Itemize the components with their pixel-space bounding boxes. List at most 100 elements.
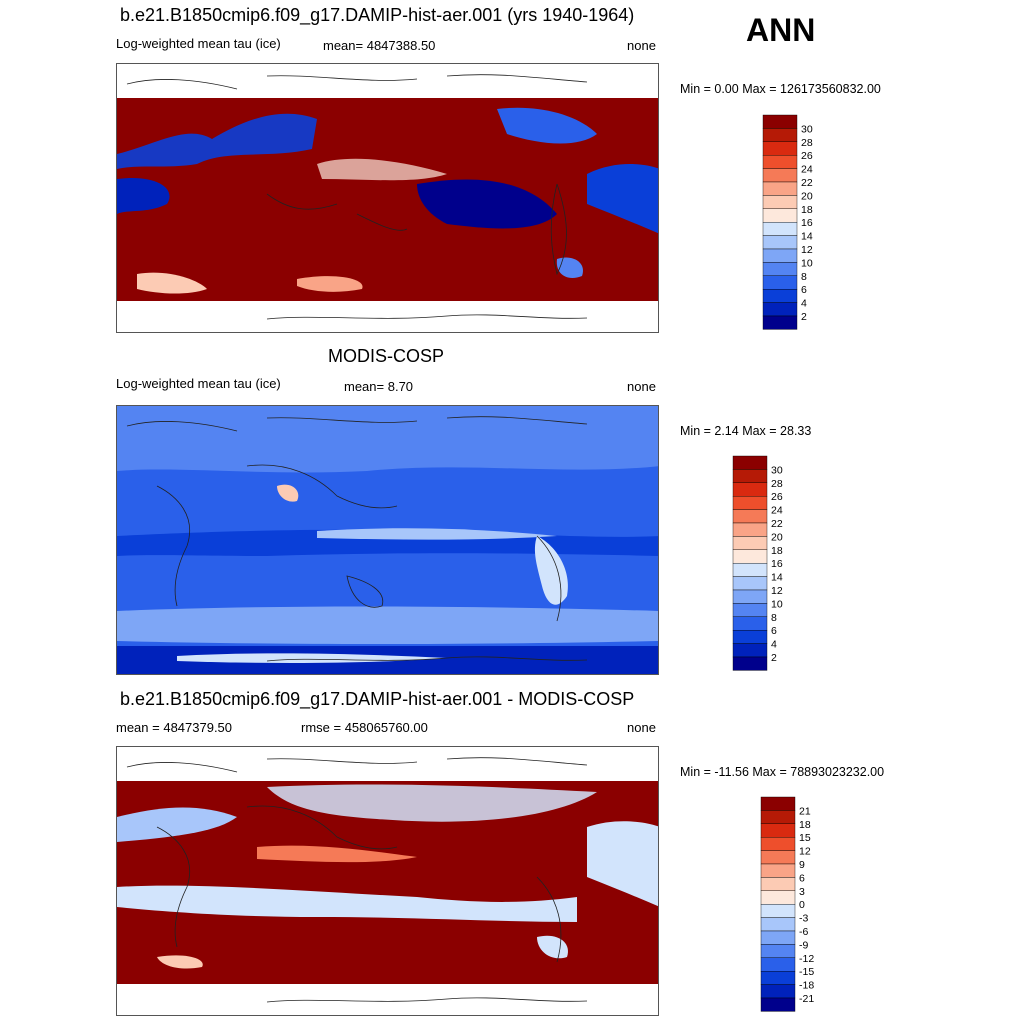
panel3-colorbar: 21 18 15 12 9 6 3 0 -3 -6 -9 -12 -15 -18 -21 (760, 796, 821, 1012)
colorbar-tick-label: 4 (801, 298, 807, 310)
colorbar-swatch (732, 589, 768, 604)
colorbar-swatch (732, 469, 768, 483)
panel1-title: b.e21.B1850cmip6.f09_g17.DAMIP-hist-aer.… (120, 5, 635, 25)
colorbar-tick-label: 26 (771, 491, 783, 503)
colorbar-swatch (732, 482, 768, 497)
colorbar-swatch (732, 616, 768, 631)
colorbar-tick-label: 6 (771, 625, 777, 637)
colorbar-swatch (760, 957, 796, 972)
panel1-blue-region-atlantic (117, 178, 170, 214)
colorbar-tick-label: 6 (799, 872, 805, 884)
panel3-rmse-label: rmse = 458065760.00 (301, 720, 428, 735)
panel2-units-label: none (627, 379, 656, 394)
colorbar-tick-label: 15 (799, 832, 811, 844)
colorbar-swatch (732, 522, 768, 537)
colorbar-tick-label: 12 (799, 846, 811, 858)
panel1-blue-region-pacific (417, 179, 557, 229)
colorbar-swatch (760, 837, 796, 851)
colorbar-tick-label: 9 (799, 859, 805, 871)
colorbar-swatch (762, 155, 798, 169)
colorbar-tick-label: 30 (771, 464, 783, 476)
panel3-title: b.e21.B1850cmip6.f09_g17.DAMIP-hist-aer.… (120, 689, 635, 709)
panel3-light-region-east (587, 821, 658, 907)
colorbar-tick-label: 10 (771, 598, 783, 610)
colorbar-swatch (732, 509, 768, 524)
colorbar-tick-label: 0 (799, 899, 805, 911)
colorbar-tick-label: 10 (801, 257, 813, 269)
colorbar-tick-label: -3 (799, 913, 808, 925)
colorbar-tick-label: 4 (771, 639, 777, 651)
colorbar-swatch (760, 877, 796, 892)
panel3-light-region-arctic (267, 784, 597, 822)
colorbar-swatch (762, 114, 798, 129)
colorbar-swatch (762, 221, 798, 236)
panel2-coastlines (126, 416, 588, 662)
colorbar-tick-label: 28 (801, 137, 813, 149)
colorbar-swatch (732, 643, 768, 658)
colorbar-swatch (760, 903, 796, 918)
panel3-units-label: none (627, 720, 656, 735)
colorbar-swatch (762, 141, 798, 156)
colorbar-swatch (762, 195, 798, 210)
colorbar-tick-label: 18 (771, 545, 783, 557)
colorbar-swatch (732, 549, 768, 564)
colorbar-tick-label: 3 (799, 886, 805, 898)
colorbar-tick-label: 26 (801, 150, 813, 162)
colorbar-tick-label: -18 (799, 980, 814, 992)
colorbar-tick-label: 6 (801, 284, 807, 296)
colorbar-tick-label: 18 (801, 204, 813, 216)
colorbar-swatch (732, 603, 768, 617)
colorbar-swatch (732, 455, 768, 470)
colorbar-swatch (762, 181, 798, 196)
colorbar-tick-label: 21 (799, 805, 811, 817)
panel2-map (116, 405, 659, 675)
colorbar-tick-label: 18 (799, 819, 811, 831)
colorbar-swatch (760, 823, 796, 838)
colorbar-tick-label: 16 (801, 217, 813, 229)
colorbar-tick-label: 22 (801, 177, 813, 189)
colorbar-swatch (762, 128, 798, 142)
panel3-orange-band (257, 845, 417, 863)
panel2-variable-label: Log-weighted mean tau (ice) (116, 376, 281, 391)
colorbar-swatch (762, 262, 798, 276)
panel3-mean-label: mean = 4847379.50 (116, 720, 233, 735)
colorbar-tick-label: 2 (771, 652, 777, 664)
colorbar-tick-label: 14 (801, 231, 813, 243)
colorbar-tick-label: 8 (801, 271, 807, 283)
colorbar-tick-label: 12 (771, 585, 783, 597)
colorbar-tick-label: -6 (799, 926, 808, 938)
colorbar-swatch (760, 850, 796, 865)
colorbar-tick-label: -12 (799, 953, 814, 965)
colorbar-tick-label: 14 (771, 572, 783, 584)
colorbar-tick-label: 2 (801, 311, 807, 323)
colorbar-tick-label: 16 (771, 558, 783, 570)
panel2-minmax: Min = 2.14 Max = 28.33 (680, 424, 812, 438)
colorbar-swatch (760, 890, 796, 905)
colorbar-swatch (760, 917, 796, 932)
colorbar-swatch (760, 970, 796, 985)
colorbar-swatch (760, 930, 796, 945)
panel2-colorbar: 30 28 26 24 22 20 18 16 14 12 10 8 6 4 2 (732, 455, 793, 671)
colorbar-swatch (732, 496, 768, 510)
panel1-units-label: none (627, 38, 656, 53)
panel1-light-patch-south (137, 272, 207, 294)
colorbar-swatch (762, 275, 798, 290)
panel2-asia-highlight (277, 484, 299, 502)
colorbar-tick-label: -21 (799, 993, 814, 1005)
colorbar-swatch (762, 302, 798, 317)
panel1-blue-region-nepacific (497, 107, 597, 144)
colorbar-tick-label: 24 (771, 505, 783, 517)
colorbar-swatch (732, 562, 768, 577)
colorbar-tick-label: -9 (799, 939, 808, 951)
panel1-mean-label: mean= 4847388.50 (323, 38, 436, 53)
panel3-light-region-north (117, 807, 237, 842)
colorbar-swatch (760, 863, 796, 878)
colorbar-swatch (762, 168, 798, 183)
colorbar-tick-label: 20 (801, 190, 813, 202)
panel3-map (116, 746, 659, 1016)
colorbar-tick-label: 22 (771, 518, 783, 530)
colorbar-tick-label: -15 (799, 966, 814, 978)
panel1-map (116, 63, 659, 333)
